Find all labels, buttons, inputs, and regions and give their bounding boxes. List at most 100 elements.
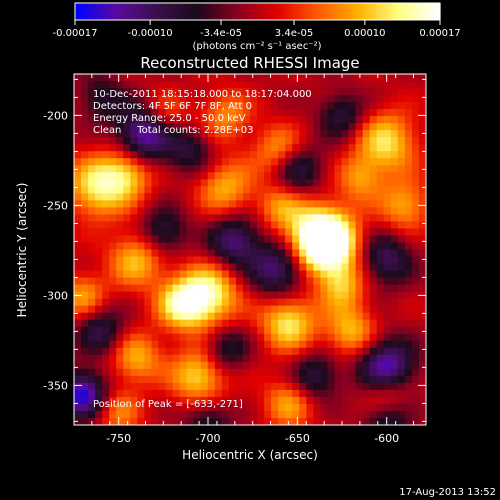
heatmap-cell bbox=[228, 326, 237, 335]
heatmap-cell bbox=[74, 347, 82, 356]
heatmap-cell bbox=[88, 305, 96, 314]
heatmap-cell bbox=[228, 270, 237, 278]
heatmap-cell bbox=[299, 305, 307, 314]
heatmap-cell bbox=[376, 235, 385, 243]
heatmap-cell bbox=[109, 277, 117, 285]
heatmap-cell bbox=[362, 291, 371, 300]
heatmap-cell bbox=[144, 193, 152, 201]
heatmap-cell bbox=[278, 109, 286, 117]
heatmap-cell bbox=[165, 158, 173, 166]
heatmap-cell bbox=[313, 277, 321, 285]
heatmap-cell bbox=[214, 361, 223, 370]
heatmap-cell bbox=[179, 144, 188, 152]
heatmap-cell bbox=[200, 186, 209, 194]
heatmap-cell bbox=[102, 158, 110, 166]
heatmap-cell bbox=[327, 354, 335, 363]
heatmap-cell bbox=[95, 88, 103, 96]
colorbar-swatch bbox=[281, 3, 286, 20]
heatmap-cell bbox=[221, 284, 230, 293]
heatmap-cell bbox=[172, 130, 180, 138]
heatmap-cell bbox=[158, 361, 166, 370]
heatmap-cell bbox=[158, 151, 166, 159]
heatmap-cell bbox=[250, 186, 258, 194]
heatmap-cell bbox=[207, 214, 216, 222]
heatmap-cell bbox=[362, 123, 371, 131]
heatmap-cell bbox=[228, 172, 237, 180]
heatmap-cell bbox=[250, 74, 258, 82]
heatmap-cell bbox=[200, 193, 209, 201]
heatmap-cell bbox=[186, 186, 195, 194]
heatmap-cell bbox=[172, 347, 180, 356]
heatmap-cell bbox=[271, 137, 279, 145]
heatmap-cell bbox=[341, 81, 349, 89]
colorbar-swatch bbox=[354, 3, 359, 20]
colorbar-swatch bbox=[138, 3, 143, 20]
heatmap-cell bbox=[214, 312, 223, 321]
heatmap-cell bbox=[264, 228, 272, 236]
heatmap-cell bbox=[264, 382, 272, 391]
heatmap-cell bbox=[327, 256, 335, 264]
heatmap-cell bbox=[306, 193, 314, 201]
heatmap-cell bbox=[228, 221, 237, 229]
heatmap-cell bbox=[200, 95, 209, 103]
colorbar-swatch bbox=[181, 3, 186, 20]
heatmap-cell bbox=[292, 172, 300, 180]
heatmap-cell bbox=[165, 249, 173, 257]
heatmap-cell bbox=[109, 333, 117, 342]
heatmap-cell bbox=[151, 312, 159, 321]
heatmap-cell bbox=[362, 235, 371, 243]
heatmap-cell bbox=[313, 270, 321, 278]
heatmap-cell bbox=[144, 354, 152, 363]
heatmap-cell bbox=[306, 389, 314, 398]
heatmap-cell bbox=[306, 277, 314, 285]
heatmap-cell bbox=[102, 95, 110, 103]
heatmap-cell bbox=[285, 368, 293, 377]
heatmap-cell bbox=[418, 74, 426, 82]
heatmap-cell bbox=[362, 368, 371, 377]
heatmap-cell bbox=[418, 389, 426, 398]
heatmap-cell bbox=[242, 207, 251, 215]
colorbar-tick-label: 0.00010 bbox=[344, 28, 385, 39]
heatmap-cell bbox=[306, 200, 314, 208]
heatmap-cell bbox=[158, 403, 166, 412]
heatmap-cell bbox=[207, 312, 216, 321]
heatmap-cell bbox=[376, 270, 385, 278]
heatmap-cell bbox=[334, 123, 342, 131]
heatmap-cell bbox=[285, 88, 293, 96]
heatmap-cell bbox=[299, 144, 307, 152]
heatmap-cell bbox=[418, 81, 426, 89]
colorbar-swatch bbox=[275, 3, 280, 20]
heatmap-cell bbox=[278, 312, 286, 321]
heatmap-cell bbox=[151, 102, 159, 110]
y-axis-label: Heliocentric Y (arcsec) bbox=[15, 183, 29, 318]
heatmap-cell bbox=[327, 137, 335, 145]
heatmap-cell bbox=[411, 263, 420, 271]
heatmap-cell bbox=[221, 403, 230, 412]
heatmap-cell bbox=[355, 74, 364, 82]
heatmap-cell bbox=[376, 116, 385, 124]
heatmap-cell bbox=[383, 354, 392, 363]
heatmap-cell bbox=[292, 312, 300, 321]
heatmap-cell bbox=[221, 144, 230, 152]
heatmap-cell bbox=[278, 242, 286, 250]
heatmap-cell bbox=[306, 249, 314, 257]
colorbar-swatch bbox=[290, 3, 295, 20]
heatmap-cell bbox=[285, 123, 293, 131]
heatmap-cell bbox=[264, 207, 272, 215]
heatmap-cell bbox=[271, 340, 279, 349]
heatmap-cell bbox=[144, 298, 152, 307]
colorbar-swatch bbox=[214, 3, 219, 20]
heatmap-cell bbox=[320, 333, 328, 342]
heatmap-cell bbox=[221, 368, 230, 377]
heatmap-cell bbox=[221, 389, 230, 398]
heatmap-cell bbox=[299, 249, 307, 257]
heatmap-cell bbox=[165, 417, 173, 425]
heatmap-cell bbox=[137, 221, 145, 229]
heatmap-cell bbox=[404, 242, 413, 250]
heatmap-cell bbox=[257, 95, 265, 103]
heatmap-cell bbox=[271, 235, 279, 243]
heatmap-cell bbox=[193, 144, 202, 152]
heatmap-cell bbox=[397, 95, 406, 103]
heatmap-cell bbox=[228, 214, 237, 222]
